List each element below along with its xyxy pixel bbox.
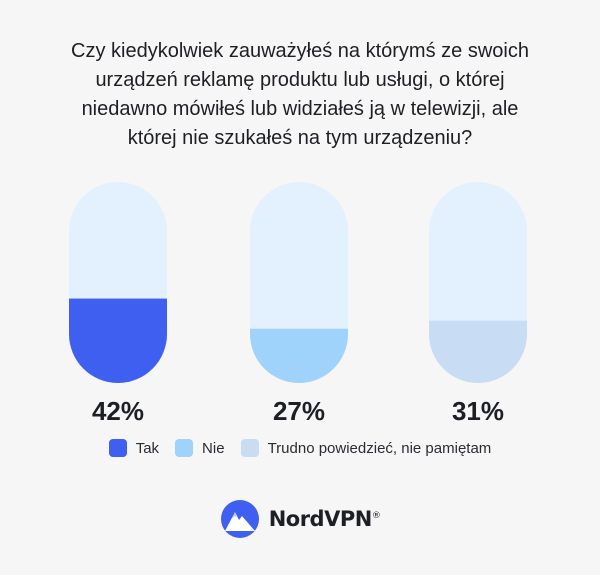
brand-name: NordVPN® [269,507,381,531]
bar-fill [250,328,348,383]
mountain-logo-icon [220,500,259,538]
chart-title: Czy kiedykolwiek zauważyłeś na którymś z… [30,37,570,153]
legend-item-tak: Tak [108,439,160,457]
data-label: 31% [452,396,504,426]
data-label: 42% [92,396,144,426]
trademark-symbol: ® [371,511,381,521]
pill-bar-chart: 42% 27% 31% [69,182,527,426]
title-line: Czy kiedykolwiek zauważyłeś na którymś z… [71,40,529,62]
legend-label-nie: Nie [202,439,225,457]
bar-fill [429,320,527,383]
title-line: urządzeń reklamę produktu lub usługi, o … [95,69,505,91]
legend-label-trudno: Trudno powiedzieć, nie pamiętam [267,439,492,457]
legend-item-trudno: Trudno powiedzieć, nie pamiętam [240,439,492,457]
bar-fill [69,298,167,383]
legend-swatch-tak [108,439,127,457]
legend-swatch-trudno [240,439,259,457]
title-line: której nie szukałeś na tym urządzeniu? [127,127,473,149]
legend-label-tak: Tak [135,439,160,457]
brand-name-text: NordVPN [268,507,373,531]
nordvpn-logo: NordVPN® [0,499,600,539]
title-line: niedawno mówiłeś lub widziałeś ją w tele… [81,98,519,120]
data-label: 27% [273,396,325,426]
legend-swatch-nie [175,439,194,457]
legend: Tak Nie Trudno powiedzieć, nie pamiętam [0,439,600,457]
legend-item-nie: Nie [175,439,225,457]
